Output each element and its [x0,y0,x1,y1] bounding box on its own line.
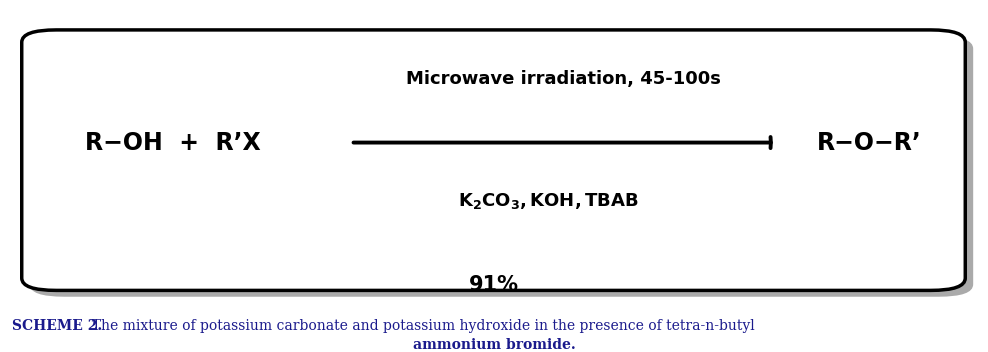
Text: ammonium bromide.: ammonium bromide. [413,338,575,352]
Text: R−O−R’: R−O−R’ [817,131,922,155]
Text: 91%: 91% [469,275,519,295]
Text: $\mathbf{K_2CO_3}$$\mathbf{, KOH, TBAB}$: $\mathbf{K_2CO_3}$$\mathbf{, KOH, TBAB}$ [458,191,638,210]
FancyBboxPatch shape [22,30,965,290]
Text: Microwave irradiation, 45-100s: Microwave irradiation, 45-100s [406,70,720,88]
FancyBboxPatch shape [30,36,973,297]
Text: R−OH  +  R’X: R−OH + R’X [85,131,261,155]
Text: The mixture of potassium carbonate and potassium hydroxide in the presence of te: The mixture of potassium carbonate and p… [83,319,755,333]
Text: SCHEME 2.: SCHEME 2. [12,319,102,333]
